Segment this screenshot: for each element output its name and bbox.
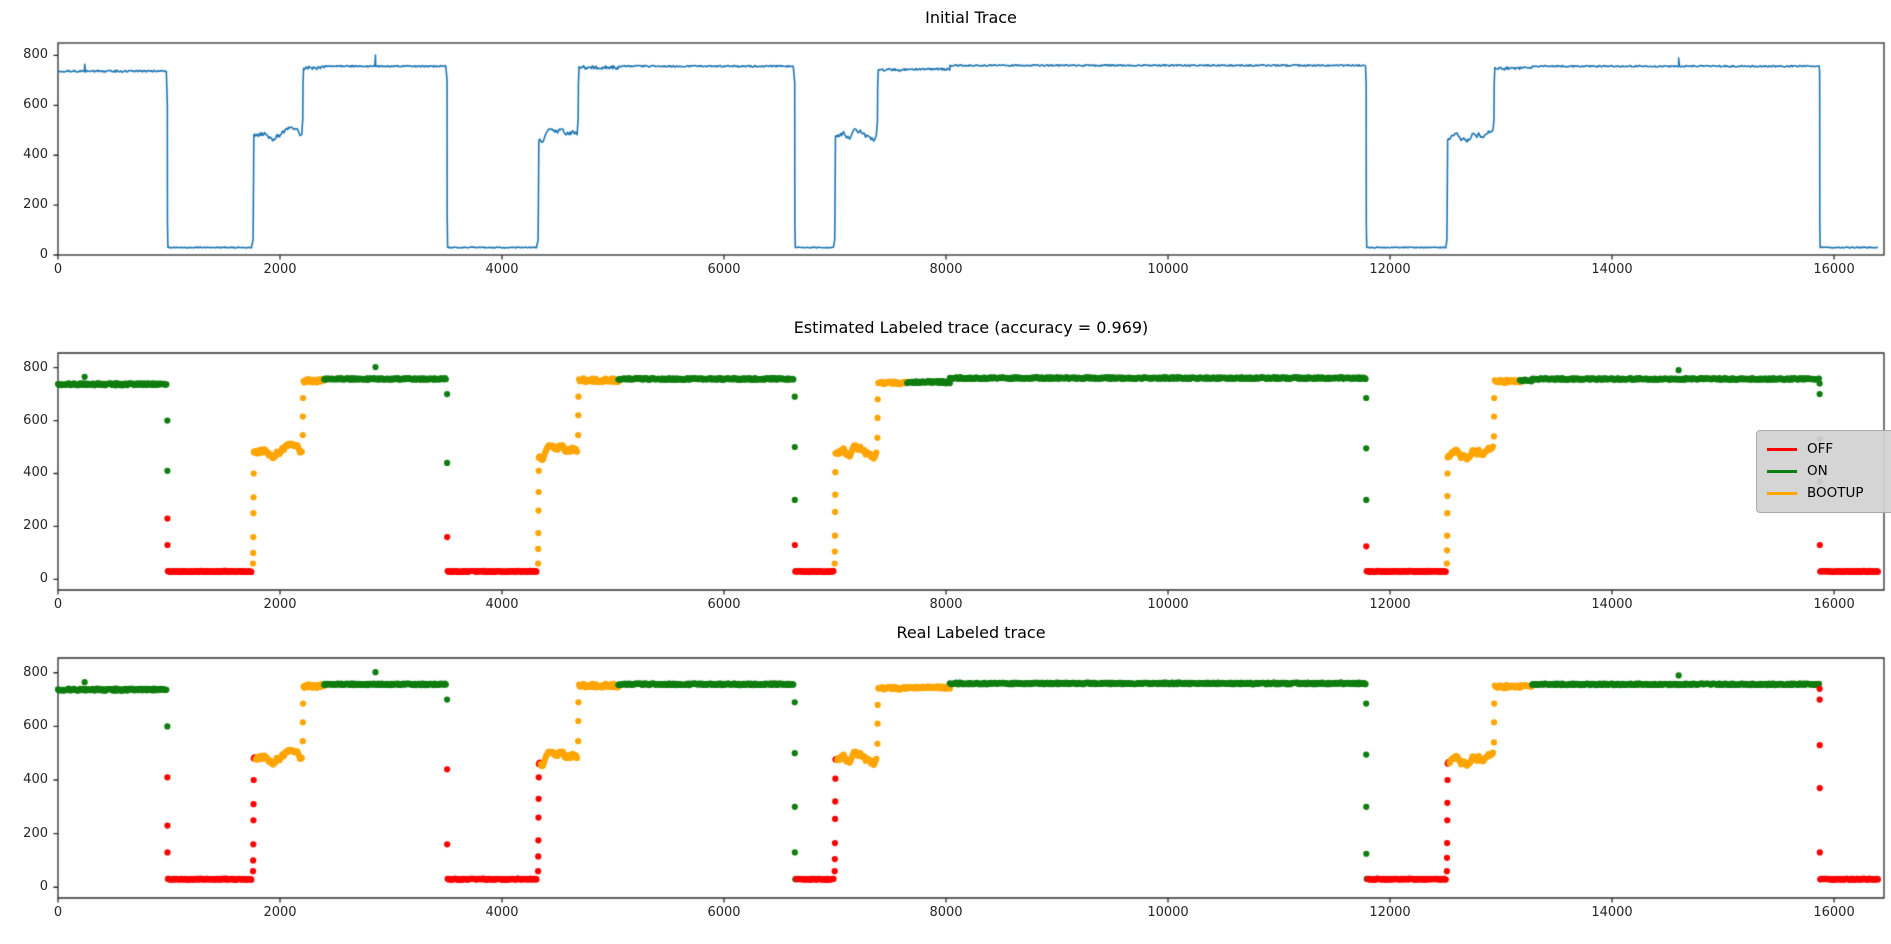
y-tick-label-panel2: 0: [39, 571, 48, 587]
y-tick-label-panel2: 400: [23, 465, 48, 481]
panel-title-real-labeled-trace: Real Labeled trace: [896, 623, 1046, 642]
panel-title-initial-trace: Initial Trace: [925, 8, 1017, 27]
y-tick-label-panel1: 800: [23, 47, 48, 63]
panel-title-estimated-labeled-trace: Estimated Labeled trace (accuracy = 0.96…: [793, 318, 1149, 337]
legend: OFF ON BOOTUP: [1756, 430, 1891, 513]
x-tick-label-panel2: 2000: [263, 597, 297, 612]
x-tick-label-panel2: 14000: [1591, 597, 1633, 612]
x-tick-label-panel3: 10000: [1147, 905, 1189, 920]
y-tick-label-panel3: 800: [23, 664, 48, 680]
x-tick-label-panel1: 0: [53, 262, 63, 277]
x-tick-label-panel3: 16000: [1813, 905, 1855, 920]
x-tick-label-panel1: 6000: [707, 262, 741, 277]
x-tick-label-panel3: 0: [53, 905, 63, 920]
legend-swatch-on-icon: [1767, 469, 1797, 473]
x-tick-label-panel3: 14000: [1591, 905, 1633, 920]
x-tick-label-panel2: 8000: [929, 597, 963, 612]
x-tick-label-panel2: 10000: [1147, 597, 1189, 612]
x-tick-label-panel1: 4000: [485, 262, 519, 277]
y-tick-label-panel3: 0: [39, 879, 48, 895]
y-tick-label-panel2: 200: [23, 518, 48, 534]
x-tick-label-panel1: 8000: [929, 262, 963, 277]
x-tick-label-panel2: 6000: [707, 597, 741, 612]
x-tick-label-panel2: 16000: [1813, 597, 1855, 612]
y-tick-label-panel1: 0: [39, 247, 48, 262]
x-tick-label-panel3: 4000: [485, 905, 519, 920]
x-tick-label-panel1: 10000: [1147, 262, 1189, 277]
legend-label-off: OFF: [1807, 441, 1834, 457]
legend-label-bootup: BOOTUP: [1807, 485, 1864, 501]
x-tick-label-panel1: 12000: [1369, 262, 1411, 277]
legend-label-on: ON: [1807, 463, 1828, 479]
x-tick-label-panel3: 6000: [707, 905, 741, 920]
x-tick-label-panel2: 0: [53, 597, 63, 612]
legend-entry-on: ON: [1767, 460, 1891, 482]
y-tick-label-panel2: 800: [23, 359, 48, 375]
legend-entry-off: OFF: [1767, 438, 1891, 460]
y-tick-label-panel1: 400: [23, 147, 48, 163]
x-tick-label-panel3: 12000: [1369, 905, 1411, 920]
x-tick-label-panel1: 14000: [1591, 262, 1633, 277]
x-tick-label-panel3: 2000: [263, 905, 297, 920]
x-tick-label-panel1: 16000: [1813, 262, 1855, 277]
x-tick-label-panel1: 2000: [263, 262, 297, 277]
y-tick-label-panel3: 600: [23, 718, 48, 734]
x-tick-label-panel2: 12000: [1369, 597, 1411, 612]
legend-entry-bootup: BOOTUP: [1767, 482, 1891, 504]
x-tick-label-panel3: 8000: [929, 905, 963, 920]
y-tick-label-panel1: 200: [23, 197, 48, 213]
legend-swatch-off-icon: [1767, 447, 1797, 451]
y-tick-label-panel1: 600: [23, 97, 48, 113]
y-tick-label-panel2: 600: [23, 412, 48, 428]
x-tick-label-panel2: 4000: [485, 597, 519, 612]
y-tick-label-panel3: 400: [23, 772, 48, 787]
legend-swatch-bootup-icon: [1767, 491, 1797, 495]
y-tick-label-panel3: 200: [23, 825, 48, 841]
